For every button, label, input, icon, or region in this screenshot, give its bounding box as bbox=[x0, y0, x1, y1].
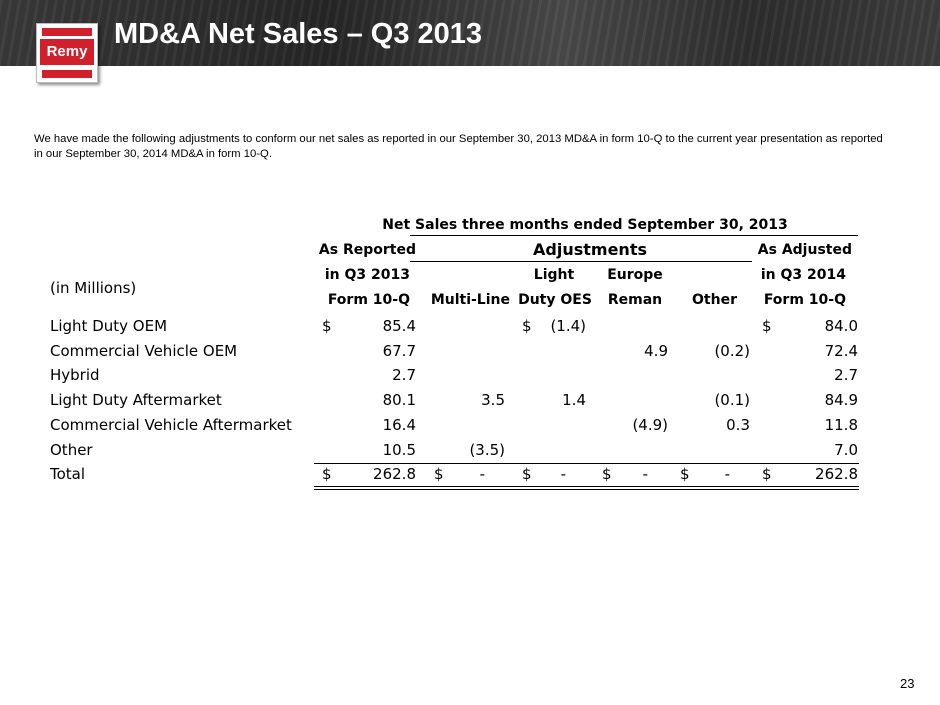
cell-reported: 85.4 bbox=[382, 317, 416, 335]
currency-symbol: $ bbox=[322, 317, 332, 335]
units-label: (in Millions) bbox=[50, 279, 137, 297]
cell-europe: 4.9 bbox=[644, 342, 668, 360]
intro-paragraph: We have made the following adjustments t… bbox=[34, 133, 883, 160]
as-adjusted-header-2: in Q3 2014 bbox=[760, 267, 846, 283]
total-top-rule bbox=[314, 463, 859, 464]
table-title: Net Sales three months ended September 3… bbox=[382, 217, 788, 233]
europe-header-2: Reman bbox=[607, 292, 663, 308]
cell-reported: 80.1 bbox=[382, 391, 416, 409]
cell-europe: (4.9) bbox=[632, 416, 668, 434]
row-label: Other bbox=[50, 441, 93, 459]
cell-light-duty: - bbox=[560, 465, 566, 483]
as-adjusted-header-3: Form 10-Q bbox=[763, 292, 846, 308]
light-duty-header-1: Light bbox=[533, 267, 575, 283]
slide-title: MD&A Net Sales – Q3 2013 bbox=[114, 18, 483, 50]
page-number: 23 bbox=[900, 676, 915, 691]
cell-reported: 16.4 bbox=[382, 416, 416, 434]
cell-adjusted: 84.9 bbox=[824, 391, 858, 409]
as-reported-header-1: As Reported bbox=[318, 242, 416, 258]
currency-symbol: $ bbox=[322, 465, 332, 483]
as-reported-header-2: in Q3 2013 bbox=[324, 267, 410, 283]
total-double-rule-1 bbox=[314, 486, 859, 487]
cell-adjusted: 72.4 bbox=[824, 342, 858, 360]
currency-symbol: $ bbox=[522, 317, 532, 335]
logo-bottom-bar bbox=[42, 70, 92, 78]
currency-symbol: $ bbox=[762, 465, 772, 483]
title-underline bbox=[410, 235, 858, 236]
row-label: Light Duty OEM bbox=[50, 317, 168, 335]
as-adjusted-header-1: As Adjusted bbox=[757, 242, 852, 258]
logo-wordmark: Remy bbox=[40, 39, 94, 65]
header-texture bbox=[0, 0, 940, 66]
logo-top-bar bbox=[42, 28, 92, 36]
cell-multi-line: 3.5 bbox=[481, 391, 505, 409]
cell-other: - bbox=[724, 465, 730, 483]
cell-reported: 67.7 bbox=[382, 342, 416, 360]
row-label: Commercial Vehicle OEM bbox=[50, 342, 238, 360]
cell-reported: 2.7 bbox=[392, 366, 416, 384]
currency-symbol: $ bbox=[434, 465, 444, 483]
cell-multi-line: (3.5) bbox=[469, 441, 505, 459]
slide-header: MD&A Net Sales – Q3 2013 bbox=[0, 0, 940, 66]
multi-line-header: Multi-Line bbox=[430, 292, 510, 308]
remy-logo: Remy bbox=[36, 23, 98, 83]
cell-europe: - bbox=[642, 465, 648, 483]
currency-symbol: $ bbox=[602, 465, 612, 483]
cell-other: (0.2) bbox=[714, 342, 750, 360]
cell-other: (0.1) bbox=[714, 391, 750, 409]
adjustments-header: Adjustments bbox=[533, 240, 647, 259]
row-label: Light Duty Aftermarket bbox=[50, 391, 222, 409]
cell-reported: 10.5 bbox=[382, 441, 416, 459]
currency-symbol: $ bbox=[522, 465, 532, 483]
cell-adjusted: 11.8 bbox=[824, 416, 858, 434]
adjustments-underline bbox=[410, 261, 752, 262]
cell-other: 0.3 bbox=[726, 416, 750, 434]
as-reported-header-3: Form 10-Q bbox=[327, 292, 410, 308]
currency-symbol: $ bbox=[762, 317, 772, 335]
cell-adjusted: 262.8 bbox=[815, 465, 858, 483]
row-label: Commercial Vehicle Aftermarket bbox=[50, 416, 292, 434]
cell-adjusted: 2.7 bbox=[834, 366, 858, 384]
cell-light-duty: 1.4 bbox=[562, 391, 586, 409]
cell-adjusted: 7.0 bbox=[834, 441, 858, 459]
row-label: Total bbox=[50, 465, 86, 483]
cell-light-duty: (1.4) bbox=[550, 317, 586, 335]
cell-multi-line: - bbox=[479, 465, 485, 483]
row-label: Hybrid bbox=[50, 366, 100, 384]
currency-symbol: $ bbox=[680, 465, 690, 483]
cell-adjusted: 84.0 bbox=[824, 317, 858, 335]
light-duty-header-2: Duty OES bbox=[518, 292, 592, 308]
other-header: Other bbox=[692, 292, 737, 308]
cell-reported: 262.8 bbox=[373, 465, 416, 483]
total-double-rule-2 bbox=[314, 489, 859, 490]
europe-header-1: Europe bbox=[607, 267, 663, 283]
